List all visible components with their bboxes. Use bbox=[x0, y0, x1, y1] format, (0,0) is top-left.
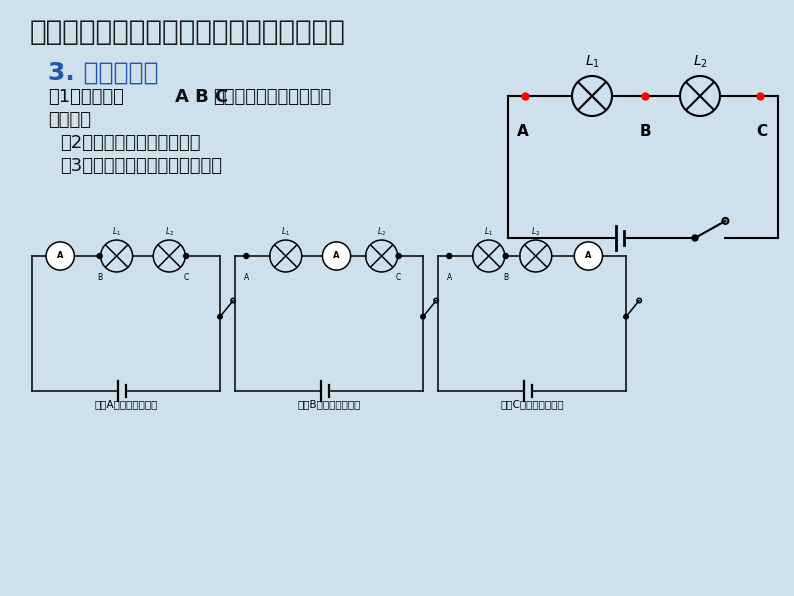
Text: C: C bbox=[396, 273, 401, 282]
Text: （3）连接电路中需注意些什么？: （3）连接电路中需注意些什么？ bbox=[60, 157, 222, 175]
Text: 测量A点电流的电路图: 测量A点电流的电路图 bbox=[94, 399, 158, 409]
Text: A: A bbox=[57, 252, 64, 260]
Text: A: A bbox=[517, 124, 529, 139]
Circle shape bbox=[624, 315, 628, 319]
Text: $L_1$: $L_1$ bbox=[584, 54, 599, 70]
Circle shape bbox=[46, 242, 75, 270]
Text: 测量B点电流的电路图: 测量B点电流的电路图 bbox=[297, 399, 360, 409]
Text: $L_2$: $L_2$ bbox=[164, 225, 174, 238]
Text: 样设计？: 样设计？ bbox=[48, 111, 91, 129]
Text: C: C bbox=[183, 273, 189, 282]
Text: （2）该实验需要哪些器材？: （2）该实验需要哪些器材？ bbox=[60, 134, 201, 152]
Circle shape bbox=[421, 315, 426, 319]
Text: 3. 设计实验：: 3. 设计实验： bbox=[48, 61, 159, 85]
Text: $L_1$: $L_1$ bbox=[484, 225, 493, 238]
Circle shape bbox=[218, 315, 222, 319]
Text: $L_2$: $L_2$ bbox=[531, 225, 541, 238]
Text: 三点的电流的电路图应怎: 三点的电流的电路图应怎 bbox=[213, 88, 331, 106]
Text: $L_2$: $L_2$ bbox=[692, 54, 707, 70]
Text: A: A bbox=[585, 252, 592, 260]
Circle shape bbox=[396, 253, 401, 259]
Text: B: B bbox=[97, 273, 102, 282]
Text: B: B bbox=[639, 124, 651, 139]
Circle shape bbox=[503, 253, 508, 259]
Text: A: A bbox=[244, 273, 249, 282]
Text: 探究：串联电路中各点的电流有什么关系？: 探究：串联电路中各点的电流有什么关系？ bbox=[30, 18, 346, 46]
Text: A B C: A B C bbox=[175, 88, 228, 106]
Text: C: C bbox=[757, 124, 768, 139]
Circle shape bbox=[692, 235, 698, 241]
Text: 测量C点电流的电路图: 测量C点电流的电路图 bbox=[500, 399, 564, 409]
Text: A: A bbox=[333, 252, 340, 260]
Text: B: B bbox=[503, 273, 508, 282]
Circle shape bbox=[574, 242, 603, 270]
Text: （1）想一想测: （1）想一想测 bbox=[48, 88, 124, 106]
Text: $L_1$: $L_1$ bbox=[281, 225, 291, 238]
Circle shape bbox=[244, 253, 249, 259]
Text: $L_2$: $L_2$ bbox=[377, 225, 386, 238]
Text: $L_1$: $L_1$ bbox=[112, 225, 121, 238]
Circle shape bbox=[97, 253, 102, 259]
Circle shape bbox=[183, 253, 189, 259]
Circle shape bbox=[447, 253, 452, 259]
Circle shape bbox=[322, 242, 351, 270]
Text: A: A bbox=[447, 273, 452, 282]
